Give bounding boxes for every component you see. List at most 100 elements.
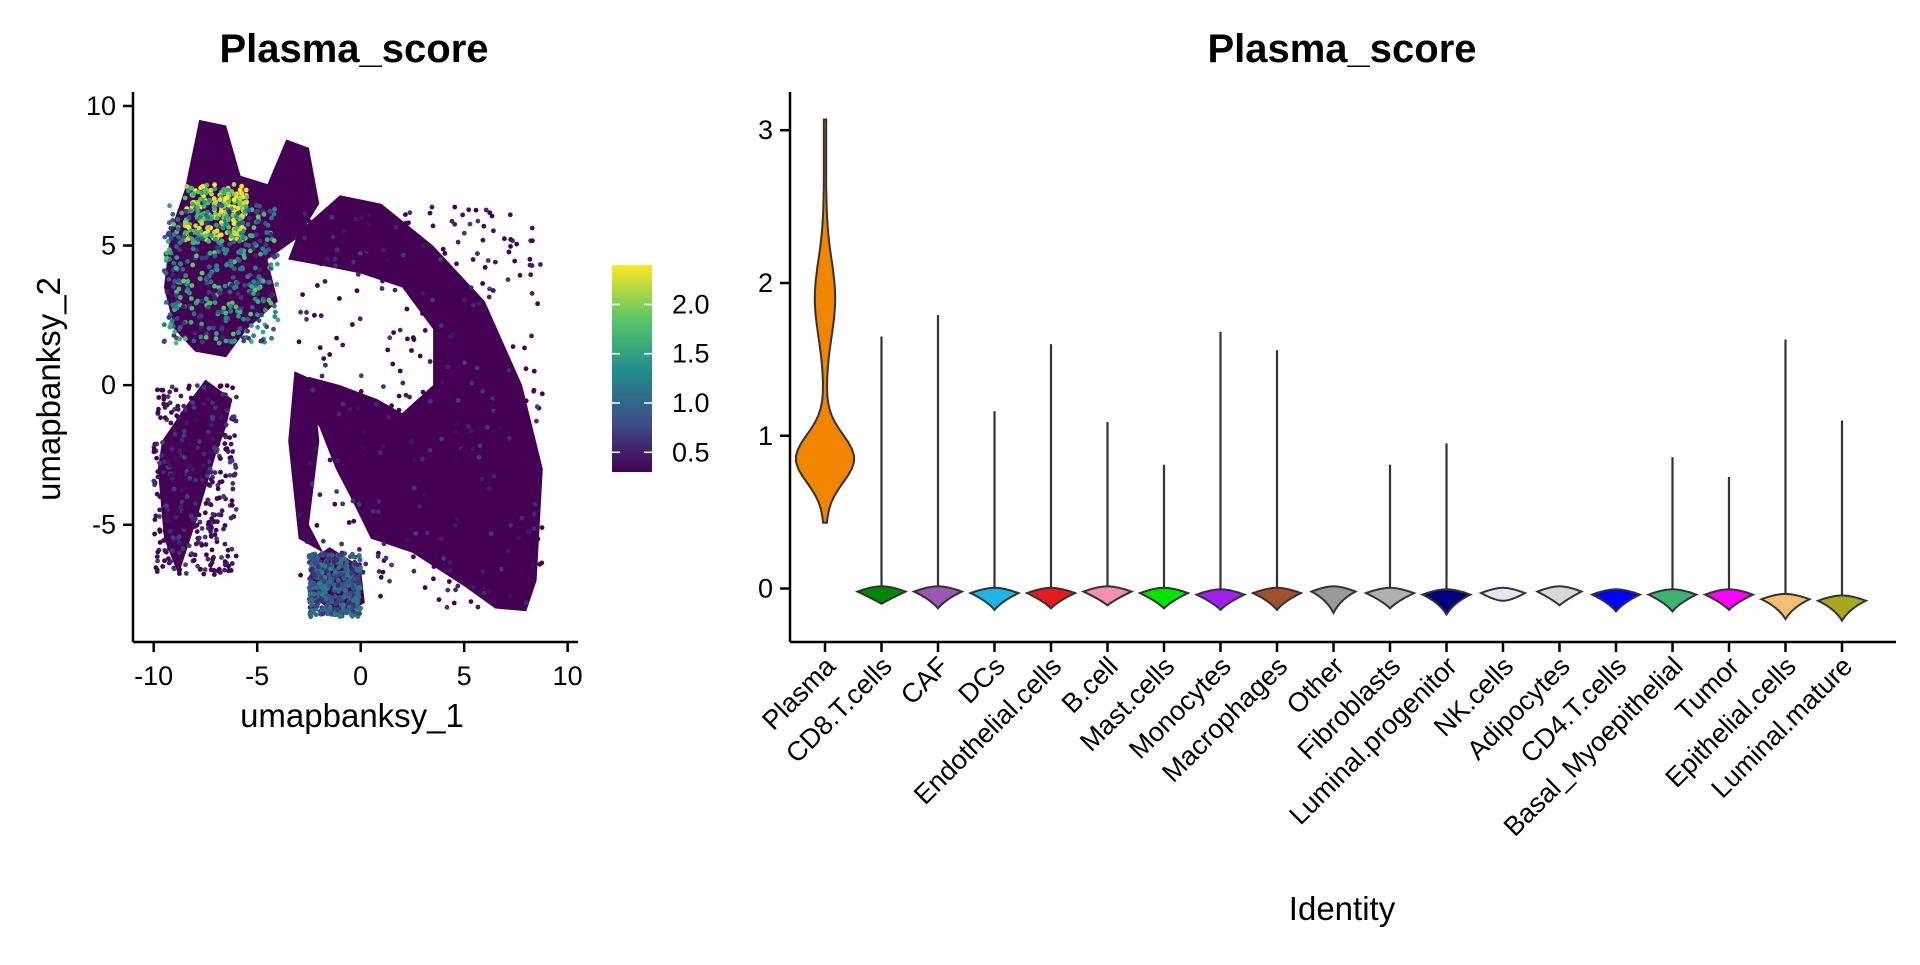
umap-point bbox=[235, 256, 241, 262]
umap-point bbox=[223, 196, 228, 201]
violin-plasma bbox=[794, 118, 856, 524]
umap-point bbox=[240, 220, 246, 226]
umap-point bbox=[219, 555, 224, 560]
umap-point bbox=[162, 415, 168, 421]
umap-point bbox=[272, 254, 277, 260]
umap-point bbox=[442, 345, 447, 351]
umap-point bbox=[177, 295, 183, 300]
umap-point bbox=[317, 345, 323, 351]
umap-point bbox=[253, 265, 258, 271]
umap-point bbox=[225, 547, 231, 553]
umap-point bbox=[427, 447, 433, 453]
umap-point bbox=[356, 501, 362, 507]
umap-point bbox=[272, 206, 277, 212]
umap-point bbox=[222, 567, 228, 573]
umap-point bbox=[223, 434, 229, 440]
umap-point bbox=[172, 406, 178, 412]
umap-point bbox=[482, 555, 488, 561]
umap-point bbox=[235, 205, 241, 211]
umap-point bbox=[363, 460, 369, 466]
umap-point bbox=[355, 586, 361, 591]
umap-point bbox=[204, 209, 210, 215]
umap-point bbox=[206, 429, 211, 435]
umap-point bbox=[462, 360, 467, 365]
umap-point bbox=[188, 231, 194, 237]
umap-point bbox=[224, 247, 230, 253]
umap-point bbox=[510, 344, 516, 349]
umap-point bbox=[436, 597, 442, 602]
violin-title: Plasma_score bbox=[1207, 27, 1476, 71]
umap-point bbox=[201, 385, 207, 390]
umap-point bbox=[316, 581, 322, 586]
umap-point bbox=[231, 197, 237, 203]
umap-point bbox=[340, 401, 346, 407]
umap-point bbox=[493, 555, 499, 561]
umap-point bbox=[230, 449, 236, 454]
umap-point bbox=[216, 340, 222, 346]
umap-point bbox=[153, 513, 159, 519]
umap-point bbox=[207, 197, 212, 203]
umap-point bbox=[181, 403, 187, 409]
umap-point bbox=[358, 497, 363, 503]
umap-point bbox=[199, 526, 205, 531]
umap-point bbox=[186, 471, 192, 477]
umap-point bbox=[212, 532, 218, 537]
umap-point bbox=[170, 318, 175, 324]
umap-point bbox=[380, 228, 386, 234]
umap-point bbox=[207, 450, 213, 456]
umap-point bbox=[165, 239, 171, 244]
umap-point bbox=[197, 276, 203, 282]
umap-point bbox=[332, 594, 338, 599]
umap-point bbox=[185, 287, 191, 292]
umap-point bbox=[439, 379, 445, 385]
umap-point bbox=[212, 283, 217, 289]
umap-point bbox=[432, 313, 438, 318]
umap-point bbox=[230, 414, 235, 420]
umap-point bbox=[453, 429, 458, 435]
umap-point bbox=[405, 451, 410, 456]
umap-point bbox=[443, 262, 449, 268]
umap-point bbox=[470, 446, 475, 452]
umap-point bbox=[199, 255, 205, 261]
umap-point bbox=[184, 494, 190, 499]
umap-point bbox=[160, 387, 166, 393]
umap-point bbox=[231, 514, 237, 519]
umap-point bbox=[171, 486, 177, 492]
umap-point bbox=[214, 449, 219, 455]
violin-other bbox=[1309, 585, 1358, 616]
umap-point bbox=[218, 209, 224, 215]
umap-point bbox=[349, 571, 354, 576]
umap-point bbox=[230, 331, 236, 337]
umap-point bbox=[349, 612, 354, 618]
umap-point bbox=[201, 204, 207, 209]
umap-point bbox=[194, 522, 200, 528]
violin-nk-cells bbox=[1478, 586, 1528, 602]
umap-point bbox=[261, 298, 266, 304]
umap-x-ticks: -10 -5 0 5 10 bbox=[134, 642, 583, 691]
umap-point bbox=[319, 584, 325, 590]
umap-point bbox=[174, 305, 180, 311]
violin-y-ticks: 0 1 2 3 bbox=[758, 115, 790, 604]
umap-point bbox=[488, 509, 493, 515]
umap-point bbox=[254, 232, 259, 238]
umap-point bbox=[208, 502, 214, 508]
umap-point bbox=[407, 269, 413, 275]
umap-point bbox=[407, 394, 412, 400]
umap-point bbox=[451, 600, 457, 606]
umap-point bbox=[158, 415, 163, 420]
violin-dcs bbox=[967, 586, 1022, 612]
umap-point bbox=[230, 481, 236, 486]
violin-cd8-t-cells bbox=[854, 585, 909, 605]
umap-point bbox=[231, 182, 237, 187]
umap-point bbox=[224, 383, 230, 389]
umap-point bbox=[468, 428, 474, 434]
umap-point bbox=[167, 203, 173, 209]
umap-point bbox=[355, 590, 361, 596]
umap-point bbox=[486, 486, 492, 491]
umap-point bbox=[205, 215, 211, 220]
umap-point bbox=[514, 241, 520, 247]
umap-point bbox=[272, 303, 277, 309]
umap-point bbox=[195, 208, 201, 214]
umap-point bbox=[177, 336, 183, 342]
umap-point bbox=[356, 595, 362, 600]
